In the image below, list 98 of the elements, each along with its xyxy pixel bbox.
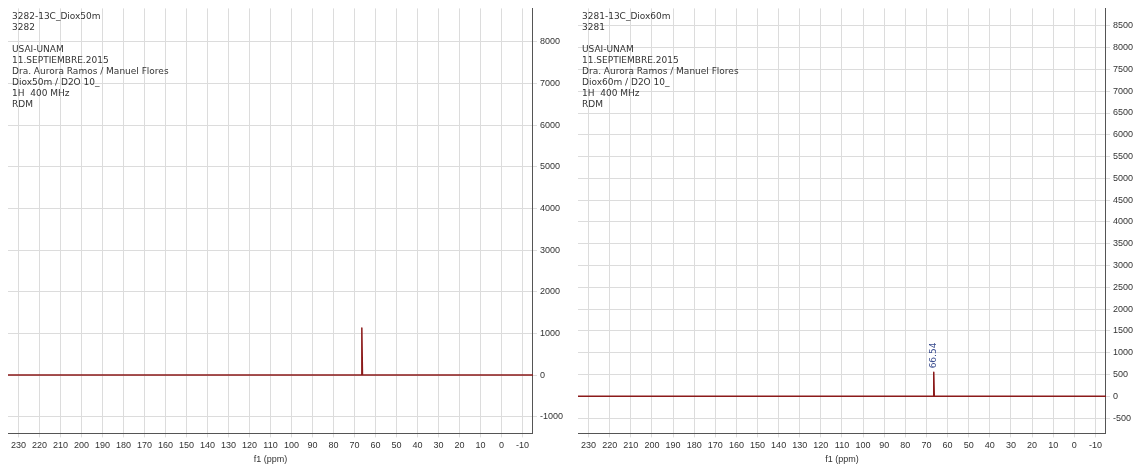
y-tick-label: 1500 — [1112, 325, 1134, 336]
x-tick-label: 10 — [1048, 440, 1059, 451]
annotation: 1H 400 MHz — [582, 88, 640, 99]
annotation: RDM — [582, 99, 603, 110]
x-tick-label: 50 — [391, 440, 402, 451]
x-tick-label: 110 — [834, 440, 850, 451]
x-tick-label: 90 — [307, 440, 318, 451]
x-tick-label: 210 — [623, 440, 639, 451]
annotation: 66.54 — [928, 342, 939, 369]
y-tick-label: 8000 — [539, 36, 561, 47]
y-tick-label: 1000 — [1112, 347, 1134, 358]
y-tick-label: -1000 — [539, 411, 564, 422]
x-tick-label: 60 — [370, 440, 381, 451]
x-tick-label: 40 — [412, 440, 423, 451]
x-tick-label: 150 — [750, 440, 766, 451]
x-tick-label: 170 — [707, 440, 723, 451]
y-tick-label: 3000 — [539, 244, 561, 255]
x-tick-label: 10 — [475, 440, 486, 451]
x-tick-label: 180 — [115, 440, 132, 451]
x-tick-label: 200 — [73, 440, 90, 451]
annotation: Dra. Aurora Ramos / Manuel Flores — [582, 66, 739, 77]
y-tick-label: 3500 — [1112, 238, 1134, 249]
x-tick-label: 190 — [94, 440, 111, 451]
y-tick-label: 6000 — [539, 119, 561, 130]
annotation: 1H 400 MHz — [12, 88, 70, 99]
x-tick-label: 30 — [433, 440, 444, 451]
x-tick-label: 80 — [900, 440, 911, 451]
x-tick-label: 100 — [283, 440, 300, 451]
x-tick-label: 100 — [855, 440, 871, 451]
x-tick-label: 20 — [1027, 440, 1038, 451]
x-tick-label: 220 — [31, 440, 48, 451]
annotation: USAI-UNAM — [582, 44, 634, 55]
annotation: Dra. Aurora Ramos / Manuel Flores — [12, 66, 169, 77]
x-tick-label: 180 — [686, 440, 702, 451]
y-tick-label: 1000 — [539, 327, 561, 338]
annotation: Diox60m / D2O 10_ — [582, 77, 671, 88]
y-tick-label: 6000 — [1112, 129, 1134, 140]
y-tick-label: 6500 — [1112, 107, 1134, 118]
y-tick-label: 4000 — [1112, 216, 1134, 227]
annotation: 11.SEPTIEMBRE.2015 — [582, 55, 679, 66]
x-tick-label: 130 — [792, 440, 808, 451]
x-tick-label: 140 — [199, 440, 216, 451]
text: 3281 — [582, 22, 605, 33]
x-tick-label: 170 — [136, 440, 153, 451]
x-tick-label: 150 — [178, 440, 195, 451]
x-tick-label: 230 — [10, 440, 27, 451]
chart-title: 3281-13C_Diox60m — [582, 11, 671, 22]
y-tick-label: 0 — [539, 369, 545, 380]
y-tick-label: 8500 — [1112, 20, 1134, 31]
x-axis-title: f1 (ppm) — [825, 454, 859, 465]
y-tick-label: 8000 — [1112, 42, 1134, 53]
y-tick-label: 7500 — [1112, 63, 1134, 74]
x-tick-label: 70 — [921, 440, 932, 451]
x-tick-label: 50 — [963, 440, 974, 451]
y-tick-label: 2000 — [539, 286, 561, 297]
y-tick-label: 7000 — [539, 77, 561, 88]
x-tick-label: 220 — [602, 440, 618, 451]
x-tick-label: 200 — [644, 440, 660, 451]
y-tick-label: 4500 — [1112, 194, 1134, 205]
x-axis-title: f1 (ppm) — [253, 454, 288, 465]
y-tick-label: 7000 — [1112, 85, 1134, 96]
x-tick-label: 80 — [328, 440, 339, 451]
x-tick-label: 160 — [728, 440, 744, 451]
y-tick-label: 5500 — [1112, 151, 1134, 162]
y-tick-label: 2000 — [1112, 303, 1134, 314]
x-tick-label: 130 — [220, 440, 237, 451]
x-tick-label: 120 — [813, 440, 829, 451]
y-tick-label: 4000 — [539, 202, 561, 213]
chart-title: 3282-13C_Diox50m — [12, 11, 101, 22]
annotation: Diox50m / D2O 10_ — [12, 77, 101, 88]
x-tick-label: 140 — [771, 440, 787, 451]
y-tick-label: 500 — [1112, 369, 1129, 380]
y-tick-label: 0 — [1112, 390, 1118, 401]
x-tick-label: 210 — [52, 440, 69, 451]
annotation: RDM — [12, 99, 33, 110]
x-tick-label: 230 — [581, 440, 597, 451]
x-tick-label: 20 — [454, 440, 465, 451]
x-tick-label: -10 — [1088, 440, 1102, 451]
x-tick-label: 60 — [942, 440, 953, 451]
x-tick-label: -10 — [515, 440, 529, 451]
x-tick-label: 40 — [984, 440, 995, 451]
y-tick-label: 3000 — [1112, 260, 1134, 271]
x-tick-label: 90 — [879, 440, 890, 451]
x-tick-label: 190 — [665, 440, 681, 451]
y-tick-label: 5000 — [539, 161, 561, 172]
x-tick-label: 110 — [263, 440, 278, 451]
x-tick-label: 30 — [1005, 440, 1016, 451]
x-tick-label: 70 — [349, 440, 360, 451]
x-tick-label: 120 — [241, 440, 258, 451]
y-tick-label: -500 — [1112, 412, 1131, 423]
y-tick-label: 5000 — [1112, 172, 1134, 183]
annotation: 11.SEPTIEMBRE.2015 — [12, 55, 109, 66]
x-tick-label: 160 — [157, 440, 174, 451]
x-tick-label: 0 — [1071, 440, 1077, 451]
annotation: USAI-UNAM — [12, 44, 64, 55]
x-tick-label: 0 — [498, 440, 504, 451]
y-tick-label: 2500 — [1112, 281, 1134, 292]
text: 3282 — [12, 22, 35, 33]
